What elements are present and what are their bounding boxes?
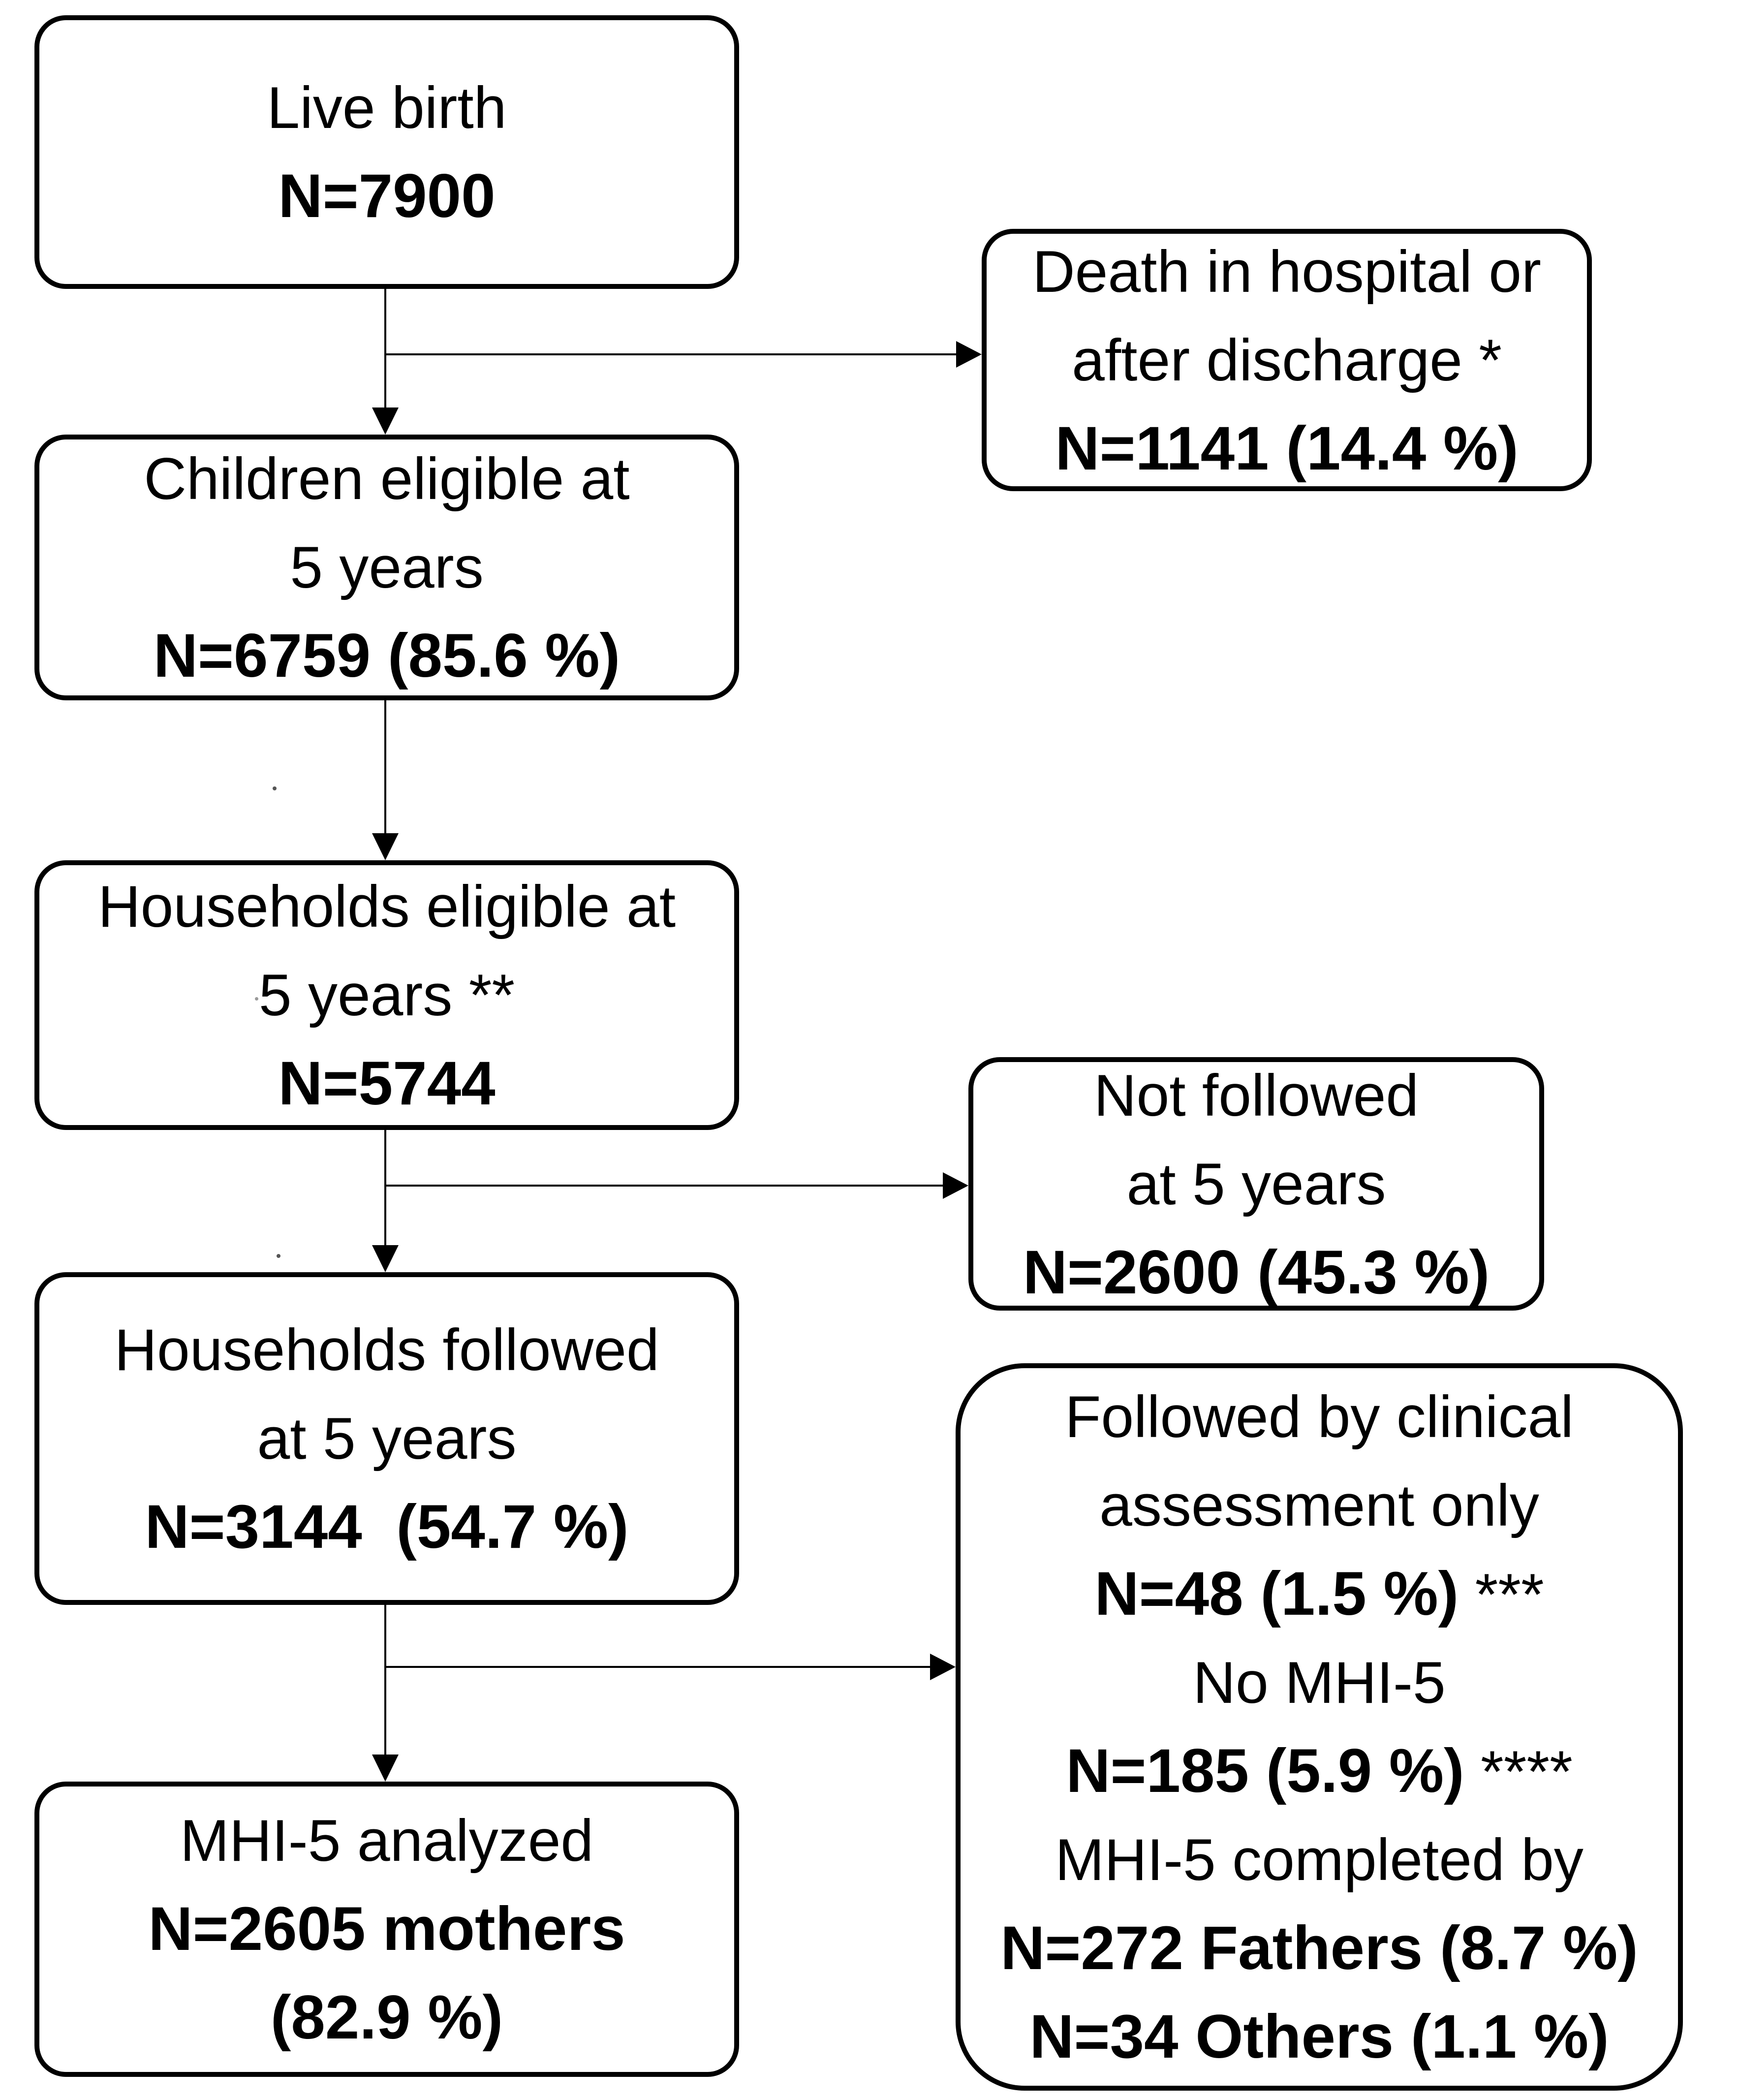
node-text-line: MHI-5 analyzed [180,1796,593,1885]
node-households-followed: Households followed at 5 years N=3144 (54.… [34,1272,739,1605]
node-text-line: No MHI-5 [1193,1638,1445,1727]
node-value-text: N=2600 (45.3 %) [1023,1238,1490,1307]
node-label-text: 5 years ** [258,962,515,1028]
node-value-text: N=6759 (85.6 %) [153,622,621,690]
node-label-text: **** [1464,1739,1573,1805]
node-value-text: (82.9 %) [270,1983,503,2052]
node-label-text: Live birth [267,75,507,141]
connector-households-followed-to-mhi5 [384,1605,386,1755]
arrowhead-down-icon [372,1245,399,1272]
node-followed-clinical-assessment: Followed by clinical assessment only N=48 … [956,1363,1683,2091]
node-text-line: N=2605 mothers [148,1885,625,1974]
node-value-text: N=272 Fathers (8.7 %) [1000,1914,1638,1982]
node-label-text: Households followed [114,1317,659,1383]
node-text-line: N=3144 (54.7 %) [145,1483,628,1571]
node-value-text: N=48 (1.5 %) [1094,1560,1459,1628]
node-text-line: Not followed [1094,1051,1419,1140]
node-text-line: N=185 (5.9 %) **** [1066,1727,1573,1816]
node-text-line: 5 years [290,523,484,612]
node-live-birth: Live birth N=7900 [34,15,739,289]
arrowhead-down-icon [372,833,399,860]
node-text-line: (82.9 %) [271,1974,503,2062]
node-value-text: N=3144 (54.7 %) [145,1493,629,1561]
node-text-line: N=1141 (14.4 %) [1055,405,1519,493]
node-text-line: Households eligible at [98,862,676,951]
node-text-line: N=7900 [278,152,495,241]
node-value-text: N=34 Others (1.1 %) [1029,2003,1609,2071]
node-text-line: N=48 (1.5 %) *** [1094,1550,1544,1638]
node-text-line: MHI-5 completed by [1055,1816,1584,1904]
node-label-text: *** [1459,1562,1544,1628]
node-text-line: N=272 Fathers (8.7 %) [1000,1904,1638,1993]
branch-to-followed-clinical-box [385,1666,930,1668]
arrowhead-right-icon [956,341,982,368]
node-value-text: N=1141 (14.4 %) [1055,414,1519,483]
arrowhead-right-icon [943,1172,968,1199]
node-label-text: Death in hospital or [1032,238,1541,305]
node-households-eligible: Households eligible at 5 years ** N=5744 [34,860,739,1130]
node-children-eligible: Children eligible at 5 years N=6759 (85.6 … [34,435,739,700]
stray-dot [277,1254,280,1258]
node-text-line: Live birth [267,63,507,152]
connector-live-birth-to-children [384,289,386,407]
node-label-text: Followed by clinical [1065,1384,1574,1450]
arrowhead-right-icon [930,1654,956,1680]
node-death-in-hospital: Death in hospital or after discharge * N=1… [982,229,1592,491]
stray-dot [255,997,258,1001]
node-text-line: N=5744 [278,1039,495,1128]
arrowhead-down-icon [372,407,399,435]
node-text-line: N=6759 (85.6 %) [154,612,621,700]
node-mhi5-analyzed: MHI-5 analyzed N=2605 mothers (82.9 %) [34,1782,739,2077]
node-text-line: after discharge * [1072,316,1502,405]
node-label-text: at 5 years [1126,1151,1386,1217]
node-label-text: Not followed [1093,1062,1419,1128]
node-label-text: at 5 years [257,1406,517,1472]
node-value-text: N=7900 [278,162,496,230]
node-not-followed: Not followed at 5 years N=2600 (45.3 %) [968,1057,1544,1311]
node-label-text: Households eligible at [97,874,676,940]
node-label-text: No MHI-5 [1193,1650,1446,1716]
node-value-text: N=2605 mothers [148,1895,625,1963]
node-text-line: N=34 Others (1.1 %) [1029,1993,1609,2081]
node-text-line: Followed by clinical [1065,1373,1574,1461]
branch-to-not-followed-box [385,1185,943,1187]
node-text-line: N=2600 (45.3 %) [1023,1228,1490,1317]
node-text-line: 5 years ** [259,951,515,1039]
node-text-line: at 5 years [1127,1140,1386,1228]
connector-households-eligible-to-followed [384,1130,386,1245]
node-text-line: Children eligible at [144,435,629,523]
stray-dot [273,786,277,790]
node-label-text: after discharge * [1072,327,1502,393]
branch-to-death-box [385,353,956,355]
node-text-line: Households followed [114,1306,659,1394]
node-text-line: assessment only [1099,1461,1539,1550]
node-value-text: N=185 (5.9 %) [1066,1737,1464,1805]
node-label-text: 5 years [290,534,484,600]
arrowhead-down-icon [372,1755,399,1782]
node-label-text: MHI-5 analyzed [180,1808,594,1874]
connector-children-to-households-eligible [384,700,386,833]
node-text-line: at 5 years [257,1394,517,1483]
node-label-text: MHI-5 completed by [1055,1827,1584,1893]
node-label-text: assessment only [1099,1473,1539,1538]
node-value-text: N=5744 [278,1049,496,1118]
node-text-line: Death in hospital or [1032,227,1541,316]
node-label-text: Children eligible at [144,446,630,512]
